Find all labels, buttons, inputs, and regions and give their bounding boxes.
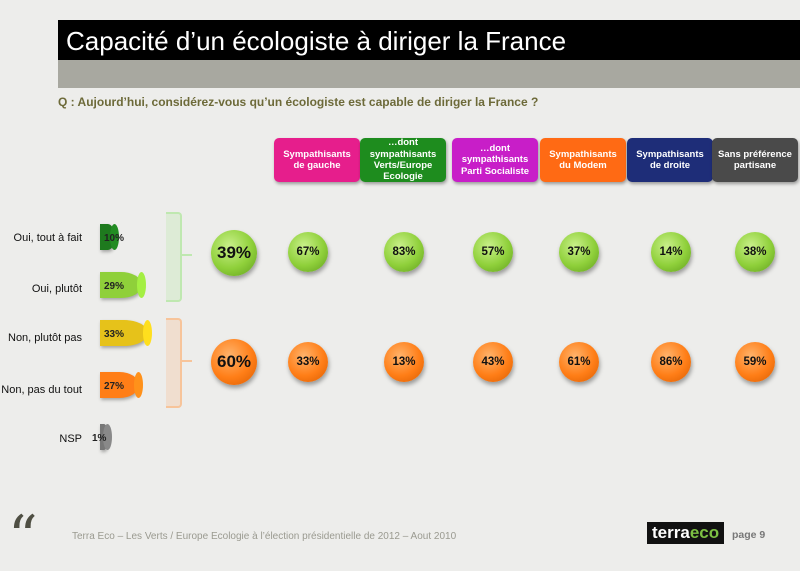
column-header-label: Sympathisants de gauche (283, 148, 351, 171)
column-header-label: Sympathisants de droite (636, 148, 704, 171)
bar-value-label: 27% (104, 381, 125, 392)
row-label: Non, pas du tout (1, 384, 82, 396)
no-circle: 43% (473, 342, 513, 382)
bar-value-label: 1% (92, 433, 107, 444)
yes-circle: 57% (473, 232, 513, 272)
no-circle: 33% (288, 342, 328, 382)
answer-bar (100, 372, 144, 398)
row-label: NSP (59, 433, 82, 445)
bar-value-label: 33% (104, 329, 125, 340)
yes-bracket (166, 212, 182, 302)
question-text: Q : Aujourd’hui, considérez-vous qu’un é… (58, 95, 539, 109)
bar-cap (103, 424, 112, 450)
row-label: Non, plutôt pas (8, 332, 82, 344)
yes-circle: 83% (384, 232, 424, 272)
page-number: page 9 (732, 529, 766, 541)
no-bracket-point (180, 360, 192, 362)
no-circle: 86% (651, 342, 691, 382)
total-no-circle: 60% (211, 339, 257, 385)
answer-bar (100, 224, 119, 250)
no-circle: 61% (559, 342, 599, 382)
yes-bracket-point (180, 254, 192, 256)
column-header-2: …dont sympathisants Verts/Europe Ecologi… (360, 137, 446, 183)
terraeco-logo: terraeco (647, 522, 725, 544)
page-title: Capacité d’un écologiste à diriger la Fr… (66, 26, 567, 56)
bar-cap (142, 320, 152, 346)
column-header-5: Sympathisants de droite (627, 138, 713, 182)
column-header-label: …dont sympathisants Parti Socialiste (460, 142, 530, 177)
column-header-1: Sympathisants de gauche (274, 138, 360, 182)
yes-circle: 37% (559, 232, 599, 272)
yes-circle: 67% (288, 232, 328, 272)
column-header-3: …dont sympathisants Parti Socialiste (452, 138, 538, 182)
yes-circle: 38% (735, 232, 775, 272)
no-circle: 13% (384, 342, 424, 382)
answer-bar (100, 272, 147, 298)
column-header-4: Sympathisants du Modem (540, 138, 626, 182)
bar-cap (137, 272, 147, 298)
column-header-label: …dont sympathisants Verts/Europe Ecologi… (369, 137, 437, 183)
logo-terra: terra (652, 523, 690, 542)
bar-value-label: 29% (104, 281, 125, 292)
row-label: Oui, tout à fait (13, 232, 82, 244)
bar-cap (134, 372, 144, 398)
column-header-label: Sans préférence partisane (718, 148, 792, 171)
row-label: Oui, plutôt (31, 283, 82, 295)
logo-eco: eco (689, 523, 720, 542)
column-header-6: Sans préférence partisane (712, 138, 798, 182)
title-bar (58, 20, 800, 60)
total-yes-circle: 39% (211, 230, 257, 276)
answer-bar (100, 320, 152, 346)
bar-value-label: 10% (104, 233, 125, 244)
footer-text: Terra Eco – Les Verts / Europe Ecologie … (72, 531, 457, 542)
yes-circle: 14% (651, 232, 691, 272)
column-header-label: Sympathisants du Modem (549, 148, 617, 171)
bar-cap (109, 224, 119, 250)
no-circle: 59% (735, 342, 775, 382)
quote-icon: “ (8, 503, 38, 571)
no-bracket (166, 318, 182, 408)
answer-bar (100, 424, 112, 450)
title-accent-bar (58, 60, 800, 88)
